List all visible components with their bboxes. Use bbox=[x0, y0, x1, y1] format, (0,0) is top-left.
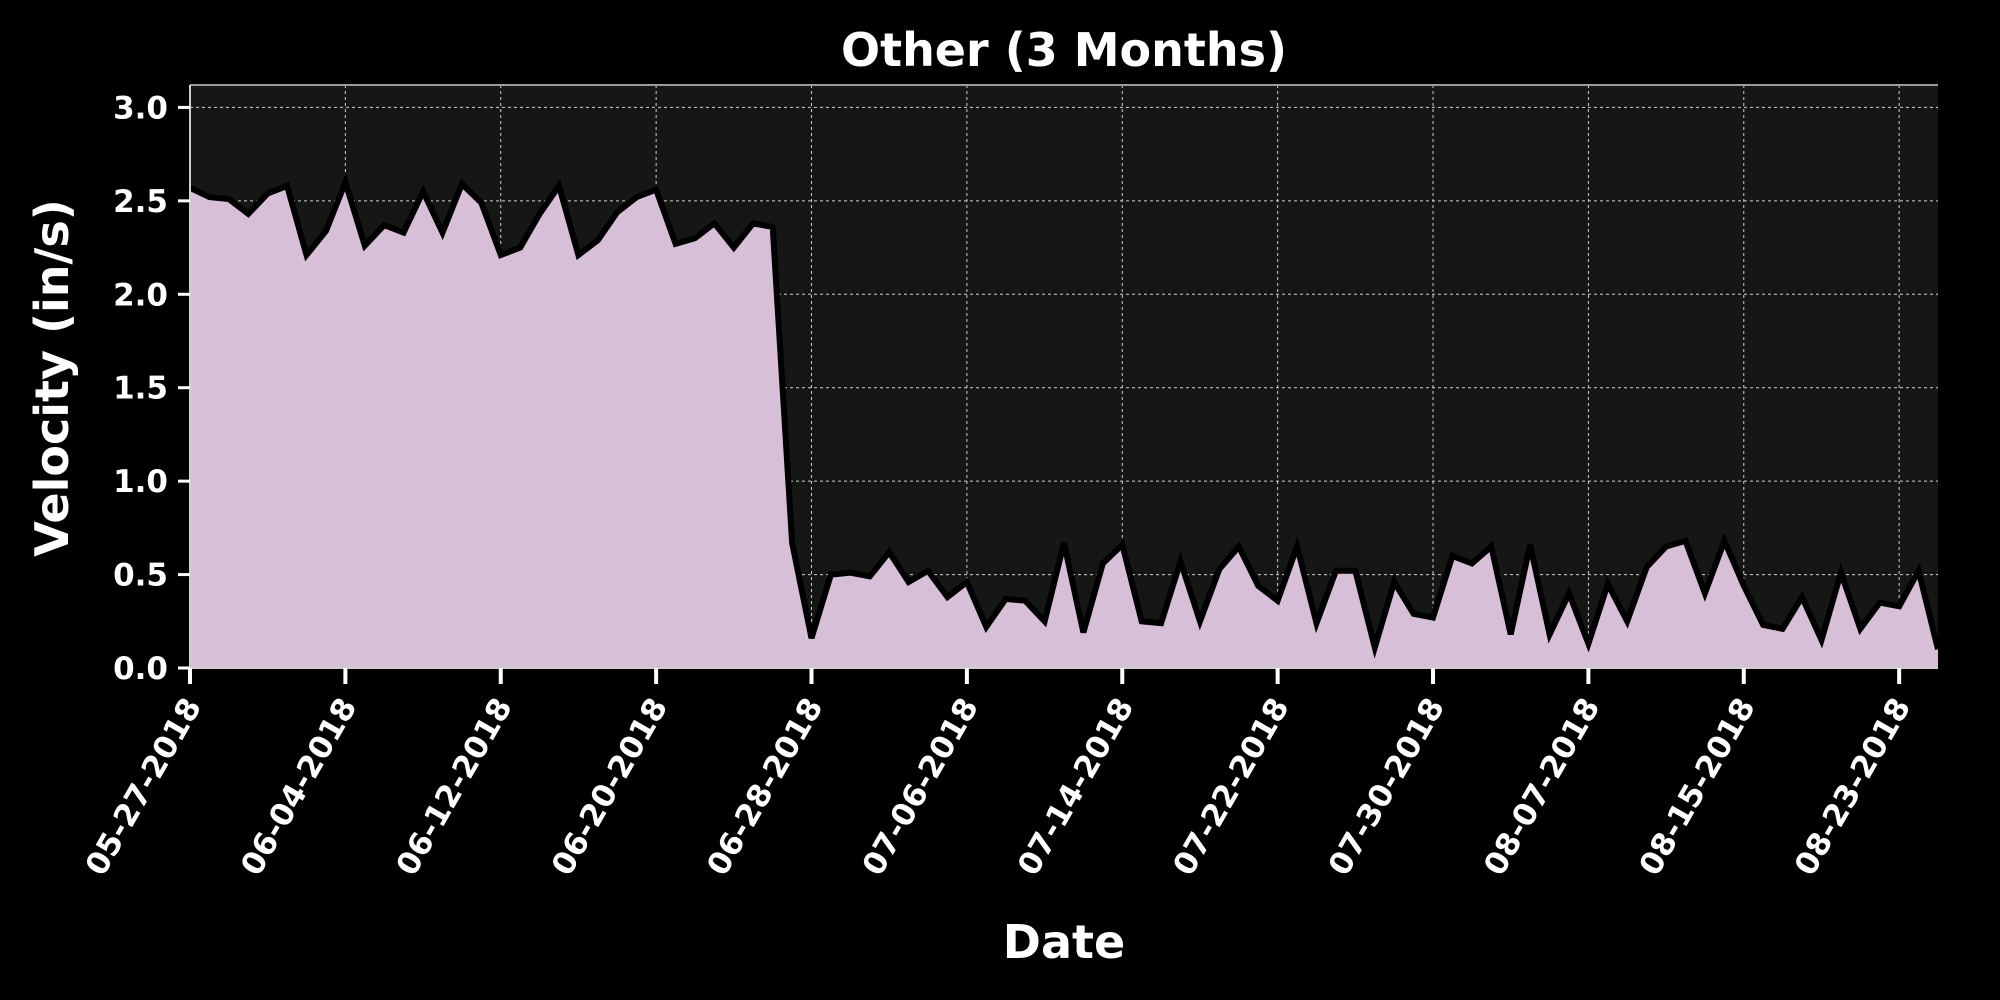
y-tick-label: 0.0 bbox=[113, 651, 168, 687]
plot-frame bbox=[189, 84, 1938, 669]
y-axis-label: Velocity (in/s) bbox=[25, 199, 79, 556]
y-tick-label: 1.0 bbox=[113, 464, 168, 500]
x-axis-label: Date bbox=[1003, 915, 1125, 969]
y-tick-label: 2.0 bbox=[113, 277, 168, 313]
y-tick-label: 3.0 bbox=[113, 90, 168, 126]
chart-title: Other (3 Months) bbox=[841, 23, 1287, 77]
y-tick-label: 2.5 bbox=[113, 184, 168, 220]
area-fill bbox=[190, 182, 1938, 668]
y-tick-label: 1.5 bbox=[113, 371, 168, 407]
y-axis: 0.0 0.5 1.0 1.5 2.0 2.5 3.0 bbox=[113, 90, 190, 687]
y-tick-label: 0.5 bbox=[113, 558, 168, 594]
series-line bbox=[188, 173, 1941, 659]
